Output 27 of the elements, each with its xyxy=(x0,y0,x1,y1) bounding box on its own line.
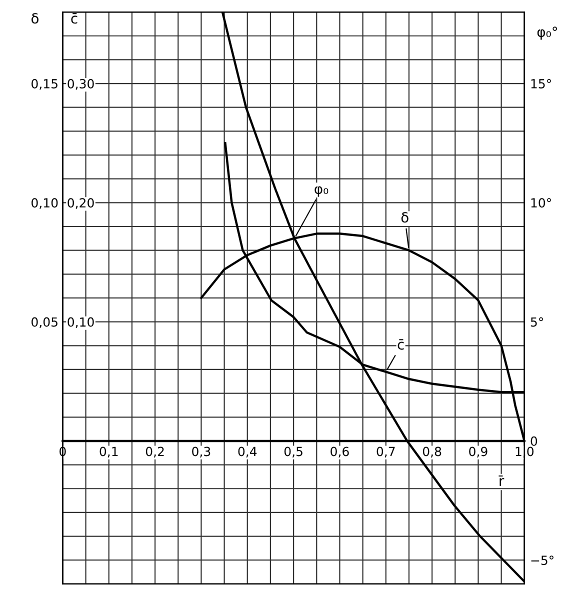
text: φ₀ xyxy=(314,186,328,197)
x-tick-label: 0,6 xyxy=(330,446,349,458)
x-tick-label: 0,8 xyxy=(422,446,442,458)
y-tick-label: 0,15 xyxy=(32,79,58,90)
y3-axis-title: φ₀° xyxy=(537,26,557,40)
y3-tick-label: −5° xyxy=(531,556,554,566)
y2-tick-label: 0,30 xyxy=(68,79,94,90)
x-tick-label: 0,7 xyxy=(376,446,395,458)
x-tick-label: 0,2 xyxy=(146,446,164,458)
series-label: δ xyxy=(401,212,408,223)
x-axis-title: r̄ xyxy=(498,475,504,486)
y3-tick-label: 15° xyxy=(531,79,551,88)
x-tick-label: 0,5 xyxy=(284,446,302,458)
series-label: c̄ xyxy=(398,339,404,350)
y2-tick-label: 0,10 xyxy=(68,317,94,328)
y3-tick-label: 0 xyxy=(530,436,538,446)
y-axis-title: δ xyxy=(32,13,38,24)
y3-tick-label: 10° xyxy=(531,198,551,208)
y-tick-label: 0,10 xyxy=(32,198,58,209)
x-tick-label: 0,9 xyxy=(469,446,488,458)
y3-tick-label: 5° xyxy=(530,317,543,327)
x-tick-label: 0,3 xyxy=(192,446,210,458)
x-tick-label: 0,4 xyxy=(238,446,257,458)
y2-axis-title: c̄ xyxy=(71,13,78,24)
y2-tick-label: 0,20 xyxy=(68,198,94,209)
y-tick-label: 0,05 xyxy=(32,317,58,328)
x-tick-label: 0,1 xyxy=(100,446,118,458)
